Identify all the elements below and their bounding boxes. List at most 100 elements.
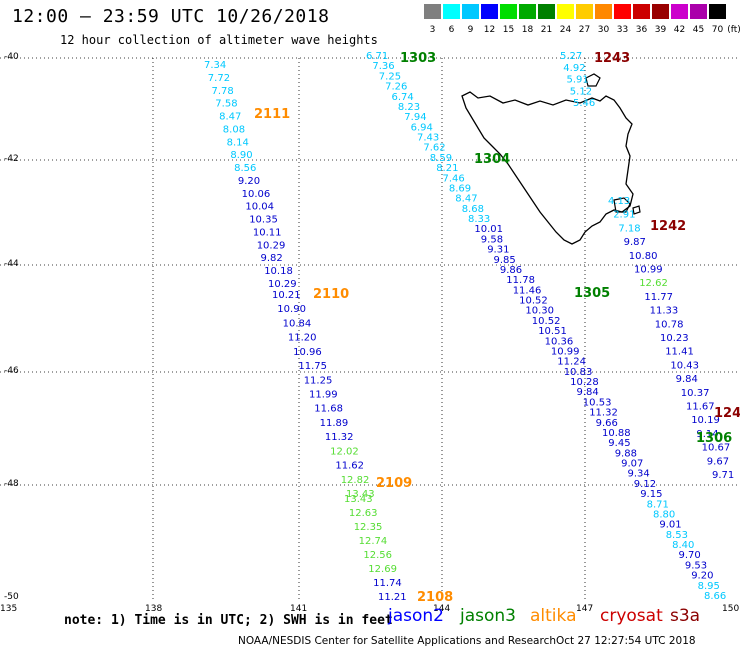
track-value: 7.78 (212, 86, 234, 97)
tasmania-coastline (461, 91, 634, 245)
pass-label: 1304 (474, 152, 510, 167)
scale-label: 15 (502, 25, 515, 35)
scale-label: 39 (654, 25, 667, 35)
scale-swatch (500, 4, 517, 19)
track-value: 9.31 (487, 245, 509, 256)
track-value: 6.74 (392, 92, 414, 103)
track-value: 10.53 (583, 397, 612, 408)
pass-label: 1305 (574, 286, 610, 301)
track-value: 8.56 (234, 163, 256, 174)
track-value: 11.21 (378, 592, 407, 603)
track-value: 7.58 (215, 99, 237, 110)
track-value: 12.63 (349, 508, 378, 519)
track-value: 7.34 (204, 60, 226, 71)
track-value: 8.71 (647, 499, 669, 510)
track-value: 8.66 (704, 591, 726, 602)
track-value: 10.88 (602, 428, 631, 439)
satellite-legend-altika: altika (530, 606, 577, 626)
track-value: 6.94 (411, 122, 433, 133)
track-value: 8.80 (653, 510, 675, 521)
track-value: 12.82 (341, 475, 370, 486)
pass-label: 2110 (313, 287, 349, 302)
track-value: 4.92 (563, 63, 585, 74)
track-value: 7.36 (372, 61, 394, 72)
track-value: 10.28 (570, 377, 599, 388)
latitude-label: -50 (4, 592, 19, 602)
track-value: 12.02 (330, 446, 359, 457)
scale-label: 42 (673, 25, 686, 35)
track-value: 10.36 (545, 336, 574, 347)
track-value: 7.62 (423, 143, 445, 154)
track-value: 2.91 (613, 210, 635, 221)
track-value: 5.46 (573, 98, 595, 109)
scale-swatch (690, 4, 707, 19)
track-value: 7.25 (379, 71, 401, 82)
track-value: 11.62 (335, 461, 364, 472)
track-value: 13.43 (344, 494, 373, 505)
pass-label: 1243 (594, 51, 630, 66)
track-value: 8.21 (436, 163, 458, 174)
satellite-legend-cryosat: cryosat (600, 606, 663, 626)
longitude-label: 138 (145, 604, 163, 614)
track-value: 11.99 (309, 390, 338, 401)
latitude-label: -44 (4, 259, 19, 269)
track-value: 10.80 (629, 251, 658, 262)
pass-label: 1303 (400, 51, 436, 66)
track-value: 10.35 (249, 215, 278, 226)
track-value: 9.71 (712, 470, 734, 481)
track-value: 11.24 (557, 357, 586, 368)
latitude-label: -46 (4, 366, 19, 376)
longitude-label: 141 (290, 604, 308, 614)
scale-swatch (557, 4, 574, 19)
track-value: 4.13 (608, 196, 630, 207)
scale-label: 27 (578, 25, 591, 35)
track-value: 8.40 (672, 540, 694, 551)
track-value: 9.14 (696, 429, 718, 440)
track-value: 10.11 (253, 228, 282, 239)
track-value: 12.62 (639, 278, 668, 289)
page-subtitle: 12 hour collection of altimeter wave hei… (60, 33, 378, 47)
track-value: 10.21 (272, 290, 301, 301)
scale-label: 9 (467, 25, 474, 35)
track-value: 8.14 (227, 137, 249, 148)
satellite-legend-jason3: jason3 (460, 606, 516, 626)
islands (585, 73, 641, 215)
track-value: 10.29 (257, 240, 286, 251)
satellite-legend-s3a: s3a (670, 606, 701, 626)
track-value: 11.75 (298, 361, 327, 372)
scale-label: 70 (711, 25, 724, 35)
track-value: 9.85 (494, 255, 516, 266)
track-value: 10.78 (655, 319, 684, 330)
track-value: 9.88 (615, 448, 637, 459)
timestamp-text: Oct 27 12:27:54 UTC 2018 (556, 635, 696, 647)
longitude-label: 150 (722, 604, 740, 614)
scale-swatch (481, 4, 498, 19)
track-value: 7.18 (618, 223, 640, 234)
track-value: 9.84 (577, 387, 599, 398)
track-value: 9.20 (238, 176, 260, 187)
track-value: 8.68 (462, 204, 484, 215)
track-value: 9.84 (676, 374, 698, 385)
credits-text: NOAA/NESDIS Center for Satellite Applica… (238, 635, 556, 647)
track-value: 11.89 (320, 418, 349, 429)
track-value: 9.82 (261, 253, 283, 264)
track-value: 11.25 (304, 375, 333, 386)
track-value: 10.30 (525, 306, 554, 317)
scale-swatch (671, 4, 688, 19)
track-value: 10.06 (242, 189, 271, 200)
scale-swatch (576, 4, 593, 19)
track-value: 11.67 (686, 402, 715, 413)
track-value: 11.41 (665, 347, 694, 358)
track-value: 9.12 (634, 479, 656, 490)
latitude-label: -40 (4, 52, 19, 62)
track-value: 10.90 (277, 304, 306, 315)
longitude-label: 147 (576, 604, 594, 614)
scale-swatch (614, 4, 631, 19)
track-value: 9.34 (628, 469, 650, 480)
scale-label: 6 (448, 25, 455, 35)
pass-label: 2108 (417, 590, 453, 605)
track-value: 12.56 (363, 550, 392, 561)
track-value: 7.46 (443, 173, 465, 184)
track-value: 9.45 (608, 438, 630, 449)
track-value: 13.43 (346, 489, 375, 500)
